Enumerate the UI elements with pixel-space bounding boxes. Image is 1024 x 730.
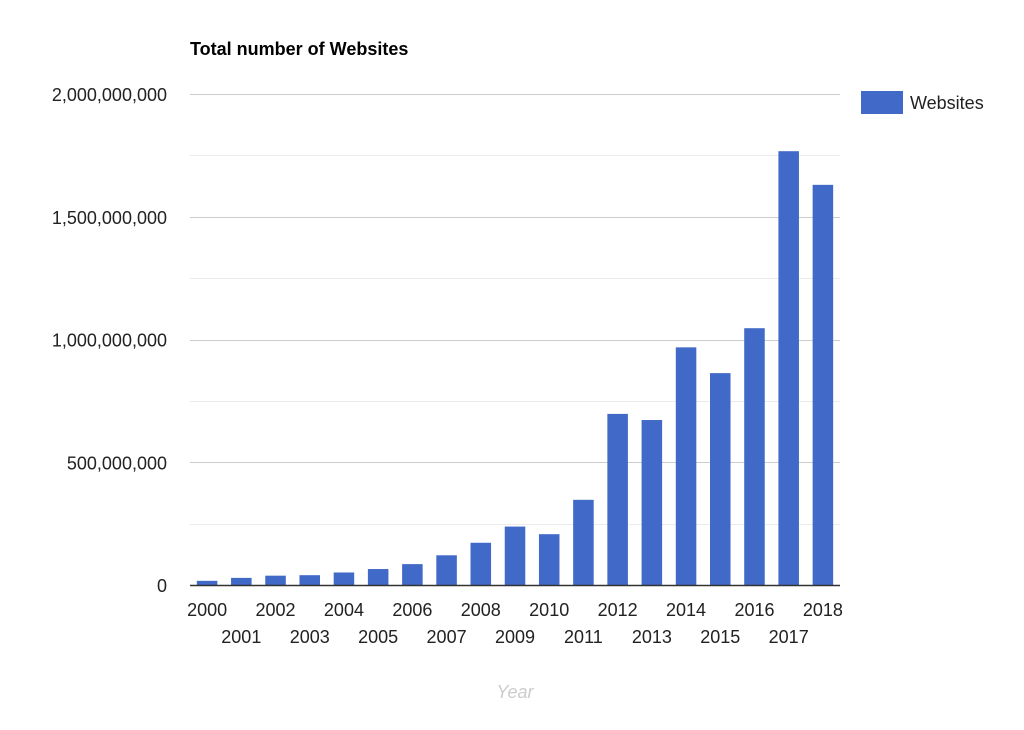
y-tick-label: 500,000,000 — [67, 453, 167, 473]
x-tick-label: 2003 — [290, 627, 330, 647]
bar-2006[interactable] — [402, 564, 423, 585]
x-tick-label: 2016 — [734, 600, 774, 620]
bar-2004[interactable] — [333, 572, 355, 585]
x-axis-ticks: 2000 2001 2002 2003 2004 2005 2006 2007 2008 2009… — [187, 600, 843, 647]
y-tick-label: 1,500,000,000 — [52, 208, 167, 228]
chart-title: Total number of Websites — [190, 39, 408, 59]
x-tick-label: 2015 — [700, 627, 740, 647]
bar-2016[interactable] — [744, 328, 765, 585]
y-tick-label: 2,000,000,000 — [52, 85, 167, 105]
x-tick-label: 2011 — [564, 627, 603, 647]
bar-2011[interactable] — [573, 499, 594, 585]
x-tick-label: 2005 — [358, 627, 398, 647]
x-tick-label: 2012 — [598, 600, 638, 620]
bar-2013[interactable] — [641, 420, 663, 585]
x-tick-label: 2006 — [392, 600, 432, 620]
x-tick-label: 2007 — [427, 627, 467, 647]
y-tick-label: 0 — [157, 576, 167, 596]
bar-2015[interactable] — [710, 373, 731, 585]
x-tick-label: 2004 — [324, 600, 364, 620]
bar-2017[interactable] — [778, 151, 799, 585]
bar-2003[interactable] — [299, 575, 320, 585]
bar-2008[interactable] — [470, 542, 492, 585]
x-tick-label: 2001 — [221, 627, 261, 647]
bar-2009[interactable] — [504, 526, 526, 585]
x-axis-title: Year — [496, 682, 534, 702]
x-tick-label: 2017 — [769, 627, 809, 647]
gridlines — [190, 94, 840, 525]
legend-label: Websites — [910, 93, 984, 113]
bar-2005[interactable] — [367, 569, 389, 585]
y-axis-ticks: 0 500,000,000 1,000,000,000 1,500,000,000 2,… — [52, 85, 167, 596]
x-tick-label: 2014 — [666, 600, 706, 620]
x-tick-label: 2008 — [461, 600, 501, 620]
bar-2012[interactable] — [607, 413, 628, 585]
x-tick-label: 2002 — [256, 600, 296, 620]
x-tick-label: 2010 — [529, 600, 569, 620]
y-tick-label: 1,000,000,000 — [52, 331, 167, 351]
legend: Websites — [861, 91, 984, 114]
bar-2007[interactable] — [436, 555, 457, 585]
bar-2001[interactable] — [231, 577, 252, 585]
x-tick-label: 2000 — [187, 600, 227, 620]
x-tick-label: 2009 — [495, 627, 535, 647]
bar-2002[interactable] — [265, 575, 286, 585]
bar-2000[interactable] — [196, 580, 218, 585]
legend-swatch — [861, 91, 903, 114]
bar-2010[interactable] — [538, 534, 560, 585]
bars — [196, 151, 834, 585]
bar-2014[interactable] — [675, 347, 697, 585]
bar-2018[interactable] — [812, 184, 834, 585]
x-tick-label: 2013 — [632, 627, 672, 647]
x-tick-label: 2018 — [803, 600, 843, 620]
